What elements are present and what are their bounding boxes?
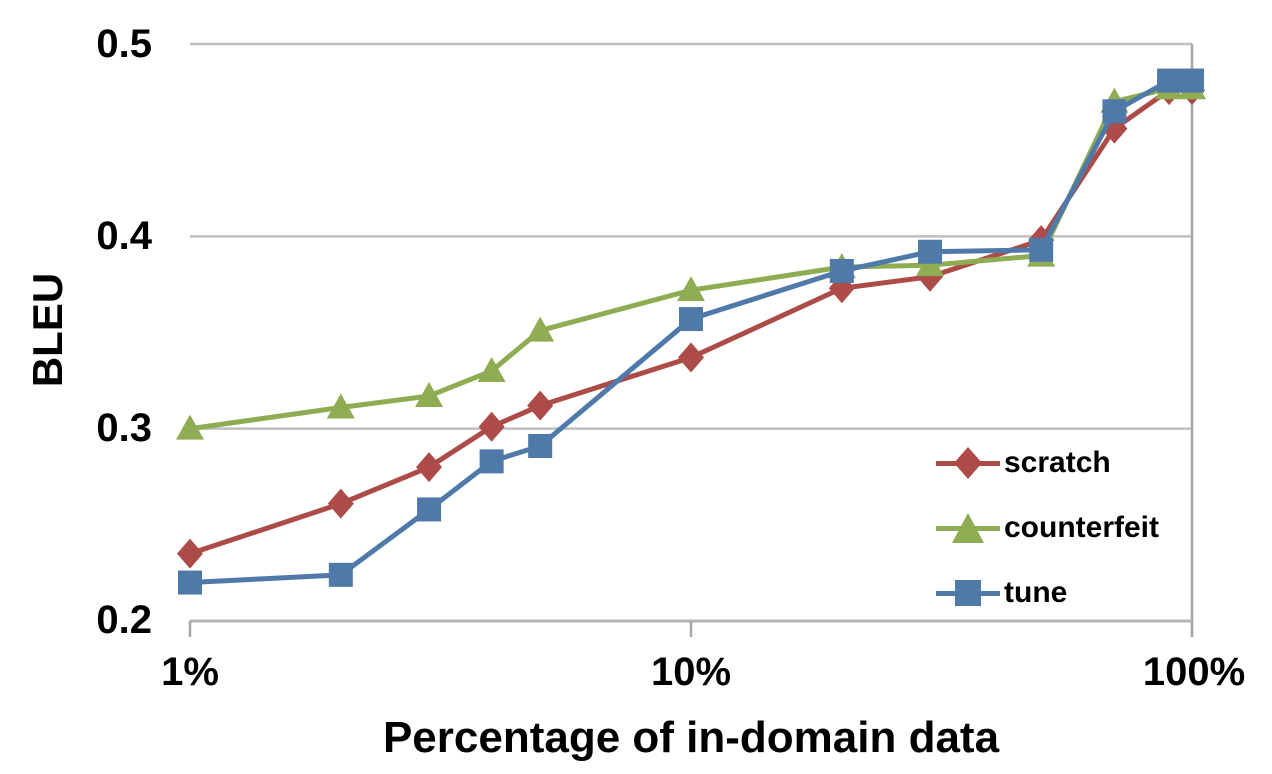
- y-tick-label-0-3: 0.3: [96, 406, 152, 450]
- scratch-point-2pct: [327, 488, 354, 519]
- x-axis-title: Percentage of in-domain data: [382, 713, 1000, 762]
- y-tick-label-0-5: 0.5: [96, 22, 152, 66]
- tune-point-50pct: [1029, 237, 1054, 262]
- scratch-point-1pct: [177, 538, 203, 569]
- legend-label-tune: tune: [1004, 576, 1068, 609]
- tune-point-3pct: [417, 497, 442, 522]
- x-tick-label-100pct: 100%: [1142, 650, 1246, 694]
- scratch-point-5pct: [527, 390, 554, 421]
- tune-point-10pct: [679, 307, 703, 332]
- scratch-point-3pct: [416, 452, 443, 483]
- x-tick-label-1pct: 1%: [161, 650, 219, 694]
- legend-item-counterfeit: counterfeit: [936, 513, 1159, 543]
- tune-point-70pct: [1102, 99, 1127, 124]
- x-tick-label-10pct: 10%: [650, 650, 732, 694]
- counterfeit-triangle-icon: [952, 513, 984, 543]
- legend-label-counterfeit: counterfeit: [1004, 511, 1160, 544]
- counterfeit-point-4pct: [477, 356, 506, 382]
- tune-square-icon: [955, 580, 981, 606]
- tune-point-100pct: [1180, 68, 1204, 93]
- counterfeit-legend-line: [936, 513, 1000, 543]
- legend-item-scratch: scratch: [936, 446, 1111, 479]
- y-tick-label-0-2: 0.2: [96, 598, 152, 642]
- scratch-diamond-icon: [954, 447, 982, 479]
- scratch-legend-line: [936, 447, 1000, 479]
- tune-legend-line: [936, 580, 1000, 606]
- counterfeit-point-2pct: [326, 393, 355, 419]
- tune-point-5pct: [528, 433, 553, 458]
- counterfeit-point-10pct: [677, 276, 705, 302]
- tune-point-90pct: [1157, 68, 1182, 93]
- counterfeit-point-1pct: [176, 414, 204, 440]
- tune-point-4pct: [479, 449, 504, 474]
- legend-label-scratch: scratch: [1004, 446, 1111, 479]
- tune-point-20pct: [829, 258, 854, 283]
- scratch-point-4pct: [478, 411, 505, 442]
- tune-point-2pct: [328, 562, 353, 587]
- counterfeit-point-5pct: [526, 316, 555, 342]
- tune-point-1pct: [178, 570, 202, 595]
- legend-item-tune: tune: [936, 578, 1067, 608]
- y-axis-title: BLEU: [24, 272, 71, 388]
- scratch-point-10pct: [678, 342, 704, 373]
- tune-point-30pct: [918, 239, 943, 264]
- counterfeit-point-3pct: [415, 381, 444, 407]
- y-tick-label-0-4: 0.4: [96, 214, 152, 258]
